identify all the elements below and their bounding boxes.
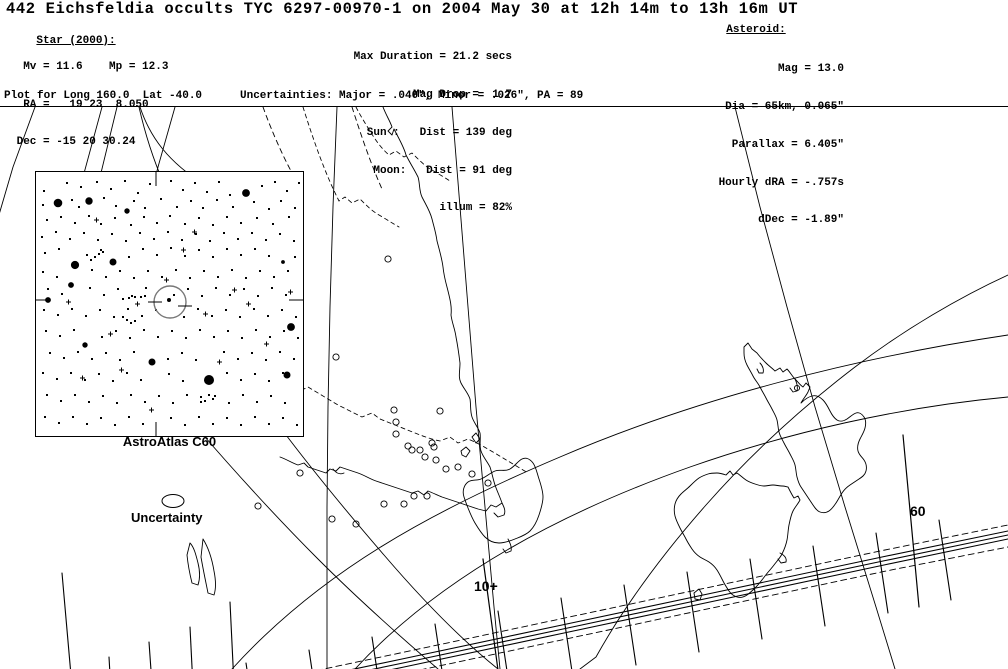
page-title: 442 Eichsfeldia occults TYC 6297-00970-1… xyxy=(6,0,799,18)
event-row-sun-dist: Sun : Dist = 139 deg xyxy=(366,126,512,139)
star-chart-inset[interactable] xyxy=(35,171,304,437)
city-markers xyxy=(254,255,492,528)
star-row-magnitudes: Mv = 11.6 Mp = 12.3 xyxy=(10,60,169,73)
event-row-moon-dist: Moon: Dist = 91 deg xyxy=(373,164,512,177)
asteroid-section-heading-wrap: Asteroid: xyxy=(668,24,844,37)
star-data-column: Star (2000): Mv = 11.6 Mp = 12.3 RA = 19… xyxy=(10,22,169,174)
star-section-heading: Star (2000): xyxy=(36,34,116,47)
graticule-parallels xyxy=(231,334,1008,669)
path-limits xyxy=(351,530,1008,669)
australia-coastline xyxy=(279,107,506,518)
asteroid-row-hourly-dra: Hourly dRA = -.757s xyxy=(718,176,844,189)
inset-chart-label: AstroAtlas C60 xyxy=(122,434,217,449)
field-stars xyxy=(41,180,300,426)
terminator-ticks xyxy=(61,572,234,669)
plot-center-line: Plot for Long 160.0 Lat -40.0 xyxy=(4,90,203,102)
event-row-mag-drop: Mag Drop = 1.7 xyxy=(386,88,512,101)
uncertainty-ellipse-icon xyxy=(161,494,185,508)
star-row-ra: RA = 19 23 8.050 xyxy=(10,98,149,111)
bright-stars xyxy=(45,189,295,385)
target-star-dot xyxy=(167,298,171,302)
faint-star-streams xyxy=(90,251,214,402)
asteroid-row-mag: Mag = 13.0 xyxy=(725,63,844,76)
asteroid-section-heading: Asteroid: xyxy=(726,24,786,36)
target-crosshair xyxy=(148,301,192,307)
path-time-ticks xyxy=(245,519,952,669)
tasmania-coastline xyxy=(460,432,544,554)
asteroid-row-ddec: dDec = -1.89" xyxy=(711,214,844,227)
star-field-graphic xyxy=(36,172,303,436)
asteroid-row-parallax: Parallax = 6.405" xyxy=(711,138,844,151)
header-panel: 442 Eichsfeldia occults TYC 6297-00970-1… xyxy=(0,0,1008,226)
path-uncertainty-limits xyxy=(321,524,1008,669)
tick-label-start: 10+ xyxy=(474,578,498,594)
event-row-max-duration: Max Duration = 21.2 secs xyxy=(353,51,512,64)
medium-stars xyxy=(66,217,293,413)
event-row-moon-illum: illum = 82% xyxy=(393,202,512,215)
tick-label-end: 60 xyxy=(910,503,926,519)
uncertainty-label: Uncertainty xyxy=(131,510,203,525)
uncertainties-line: Uncertainties: Major = .040", Minor = .0… xyxy=(240,90,584,102)
header-divider xyxy=(0,106,1008,107)
asteroid-track xyxy=(122,295,146,300)
map-graphic xyxy=(0,107,1008,669)
star-row-dec: Dec = -15 20 30.24 xyxy=(10,136,136,149)
terminator-curves xyxy=(197,274,1008,669)
new-zealand-south-island xyxy=(673,470,801,601)
event-data-column: Max Duration = 21.2 secs Mag Drop = 1.7 … xyxy=(322,26,512,240)
new-zealand-north-island xyxy=(743,342,867,514)
asteroid-data-column: Mag = 13.0 Dia = 65km, 0.065" Parallax =… xyxy=(668,38,844,252)
asteroid-row-dia: Dia = 65km, 0.065" xyxy=(668,101,844,114)
path-major-ticks xyxy=(482,434,920,669)
small-islands xyxy=(186,538,216,596)
